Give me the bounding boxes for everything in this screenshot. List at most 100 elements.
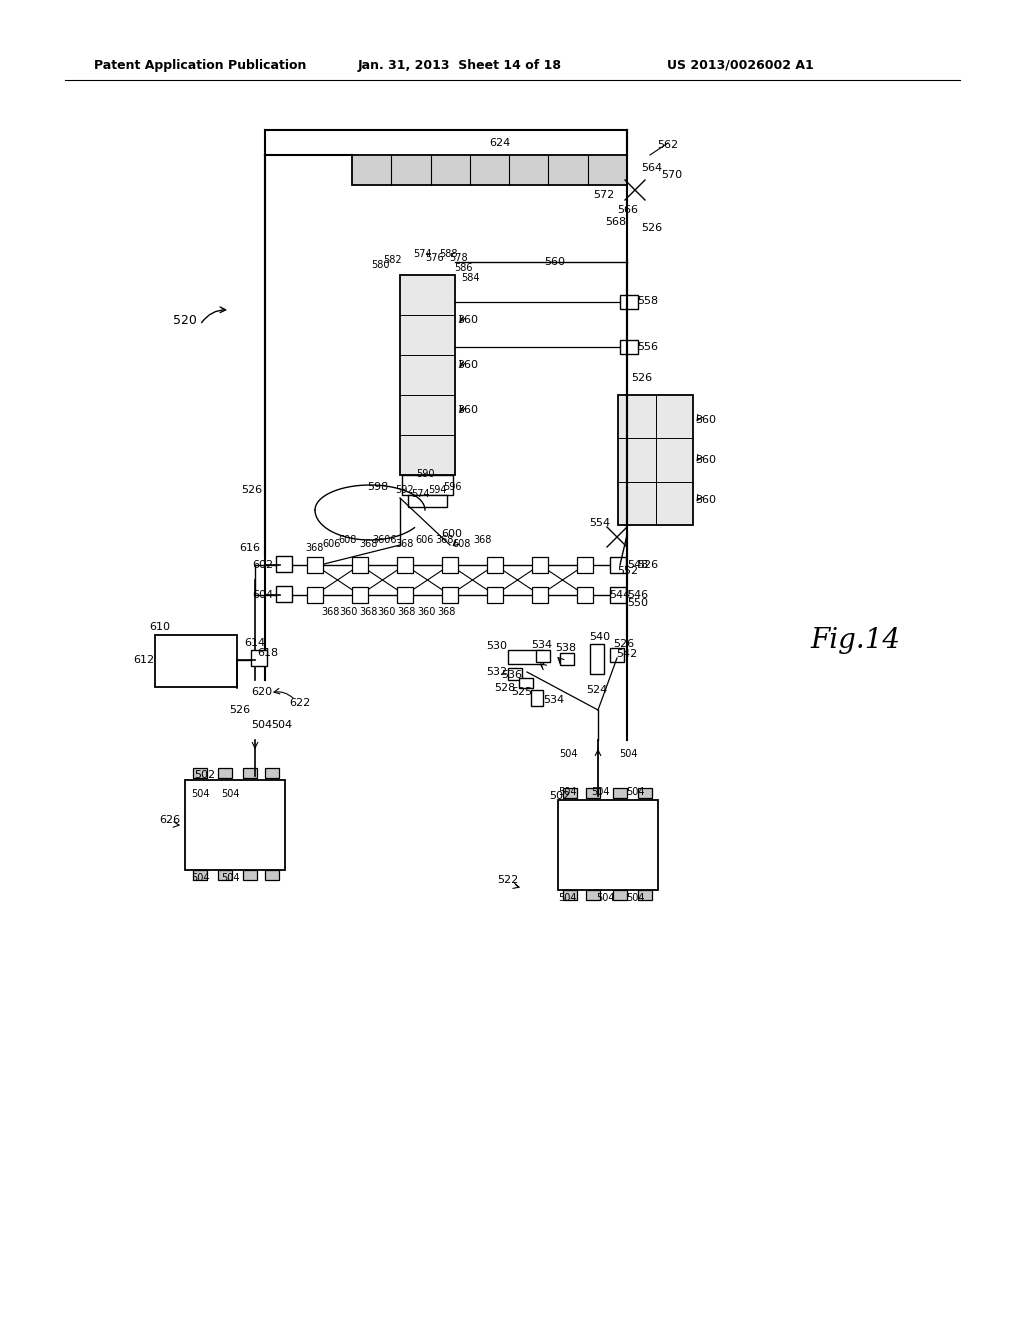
Text: 526: 526 [632, 374, 652, 383]
Bar [610, 587, 626, 603]
Text: 368: 368 [306, 543, 325, 553]
Bar [577, 587, 593, 603]
Bar [638, 788, 652, 799]
Text: 532: 532 [486, 667, 508, 677]
Bar [613, 788, 627, 799]
Bar [397, 587, 413, 603]
Bar [251, 649, 267, 667]
Text: 360: 360 [417, 607, 435, 616]
Text: 582: 582 [384, 255, 402, 265]
Text: 504: 504 [558, 894, 577, 903]
Text: 360: 360 [695, 495, 717, 506]
Bar [352, 557, 368, 573]
Text: 620: 620 [252, 686, 272, 697]
Bar [243, 870, 257, 880]
Text: 502: 502 [550, 791, 570, 801]
Text: 550: 550 [628, 598, 648, 609]
Bar [586, 788, 600, 799]
Bar [508, 649, 543, 664]
Text: 525: 525 [511, 686, 532, 697]
Text: 504: 504 [221, 789, 240, 799]
Text: 3606: 3606 [373, 535, 397, 545]
Bar [532, 587, 548, 603]
Bar [185, 780, 285, 870]
Text: 368: 368 [473, 535, 492, 545]
Text: 574: 574 [411, 488, 429, 499]
Text: 546: 546 [628, 590, 648, 601]
Bar [532, 557, 548, 573]
Text: 504: 504 [190, 789, 209, 799]
Bar [442, 557, 458, 573]
Text: 504: 504 [626, 787, 644, 797]
Text: 626: 626 [160, 814, 180, 825]
Bar [586, 890, 600, 900]
Text: 598: 598 [368, 482, 389, 492]
Text: 360: 360 [458, 360, 478, 370]
Bar [558, 800, 658, 890]
Text: 606: 606 [416, 535, 434, 545]
Text: 504: 504 [190, 873, 209, 883]
Text: 590: 590 [416, 469, 434, 479]
Bar [352, 587, 368, 603]
Text: 360: 360 [458, 405, 478, 414]
Text: 614: 614 [245, 638, 265, 648]
Bar [620, 341, 638, 354]
Text: 504: 504 [626, 894, 644, 903]
Text: 504: 504 [596, 894, 614, 903]
Bar [400, 275, 455, 475]
Text: 368: 368 [436, 535, 455, 545]
Text: 604: 604 [253, 590, 273, 601]
Bar [620, 294, 638, 309]
Text: 526: 526 [242, 484, 262, 495]
Text: 502: 502 [195, 770, 216, 780]
Text: 368: 368 [358, 539, 377, 549]
Text: 504: 504 [558, 787, 577, 797]
Text: 360: 360 [695, 455, 717, 465]
Bar [638, 890, 652, 900]
Text: 504: 504 [591, 787, 609, 797]
Text: 536: 536 [502, 671, 522, 680]
Bar [307, 587, 323, 603]
Text: 524: 524 [587, 685, 607, 696]
Text: Jan. 31, 2013  Sheet 14 of 18: Jan. 31, 2013 Sheet 14 of 18 [358, 58, 562, 71]
Text: 568: 568 [605, 216, 627, 227]
Bar [155, 635, 237, 686]
Text: 616: 616 [240, 543, 260, 553]
Text: 552: 552 [617, 566, 639, 576]
Text: 368: 368 [396, 539, 414, 549]
Text: 578: 578 [449, 253, 467, 263]
Text: 360: 360 [378, 607, 396, 616]
Bar [442, 587, 458, 603]
Bar [243, 768, 257, 777]
Text: 562: 562 [657, 140, 679, 150]
Bar [307, 557, 323, 573]
Text: Fig.14: Fig.14 [810, 627, 900, 653]
Text: 588: 588 [438, 249, 458, 259]
Bar [265, 768, 279, 777]
Text: 548: 548 [628, 560, 648, 570]
Text: 520: 520 [173, 314, 197, 326]
Bar [487, 587, 503, 603]
Bar [276, 586, 292, 602]
Text: 586: 586 [454, 263, 472, 273]
Text: 584: 584 [461, 273, 479, 282]
Bar [563, 890, 577, 900]
Text: 592: 592 [394, 484, 414, 495]
Text: 622: 622 [290, 698, 310, 708]
Bar [519, 678, 534, 688]
Text: 608: 608 [339, 535, 357, 545]
Text: 504: 504 [618, 748, 637, 759]
Bar [218, 870, 232, 880]
Text: 594: 594 [428, 484, 446, 495]
Text: 504: 504 [221, 873, 240, 883]
Bar [618, 395, 693, 525]
Text: US 2013/0026002 A1: US 2013/0026002 A1 [667, 58, 813, 71]
Bar [610, 557, 626, 573]
Bar [352, 154, 627, 185]
Bar [613, 890, 627, 900]
Text: 368: 368 [321, 607, 339, 616]
Bar [265, 870, 279, 880]
Text: 572: 572 [593, 190, 614, 201]
Bar [402, 475, 453, 495]
Text: 576: 576 [426, 253, 444, 263]
